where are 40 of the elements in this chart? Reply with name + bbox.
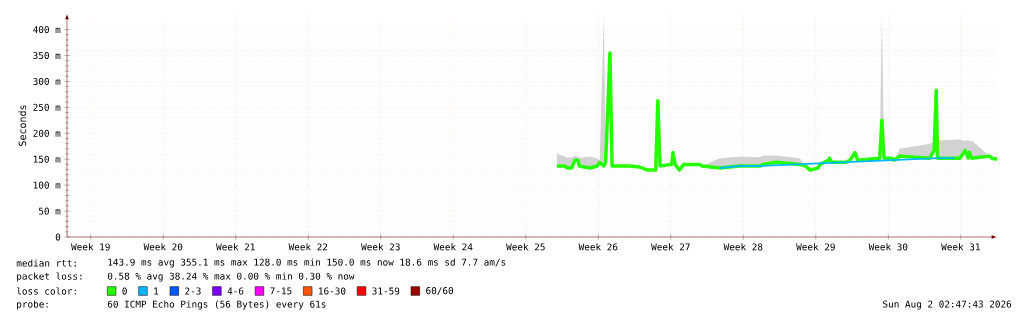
y-tick-label: 150 m (33, 155, 61, 163)
legend-label: 7-15 (270, 287, 292, 295)
y-tick-label: 100 m (33, 181, 61, 189)
text: probe: (17, 300, 48, 310)
text: 143.9 ms avg 355.1 ms max 128.0 ms min 150.0 ms now 18.6 ms sd 7.7 am/s (108, 258, 506, 268)
legend-label: 60/60 (426, 287, 454, 295)
y-tick-label: 0 (55, 233, 61, 241)
x-tick-label: Week 20 (143, 243, 183, 251)
y-tick-label: 350 m (33, 51, 61, 60)
x-tick-label: Week 19 (71, 243, 110, 251)
x-tick-label: Week 26 (578, 243, 618, 251)
text: median rtt: (16, 259, 76, 267)
legend-title: loss color: (17, 287, 76, 295)
y-tick-label: 250 m (33, 103, 61, 111)
x-tick-label: Week 21 (216, 243, 255, 251)
x-tick-label: Week 22 (288, 243, 328, 251)
legend-label: 16-30 (319, 287, 346, 295)
legend-label: 0 (122, 287, 127, 295)
text: 0.58 % avg 38.24 % max 0.00 % min 0.30 % now (107, 272, 355, 282)
x-tick-label: Week 29 (796, 243, 835, 251)
legend-label: 4-6 (227, 287, 244, 295)
x-tick-label: Week 24 (433, 243, 473, 251)
x-tick-label: Week 30 (868, 243, 908, 251)
x-tick-label: Week 23 (361, 243, 400, 251)
y-tick-label: 400 m (33, 26, 61, 34)
line-series (555, 51, 999, 172)
text: 60 ICMP Echo Pings (56 Bytes) every 61s (107, 300, 326, 310)
y-tick-label: 200 m (33, 129, 61, 137)
y-tick-label: 300 m (33, 77, 61, 85)
x-tick-label: Week 27 (651, 243, 690, 251)
legend-label: 31-59 (372, 287, 400, 295)
legend-label: 1 (154, 287, 159, 295)
x-tick-label: Week 25 (506, 243, 545, 251)
x-tick-label: Week 28 (723, 243, 763, 251)
legend-label: 2-3 (185, 287, 201, 295)
y-axis-title: Seconds (18, 105, 27, 146)
x-tick-label: Week 31 (941, 243, 980, 251)
y-tick-label: 50 m (38, 207, 61, 215)
text: Sun Aug 2 02:47:43 2026 (883, 300, 1012, 310)
text: packet loss: (17, 272, 82, 282)
